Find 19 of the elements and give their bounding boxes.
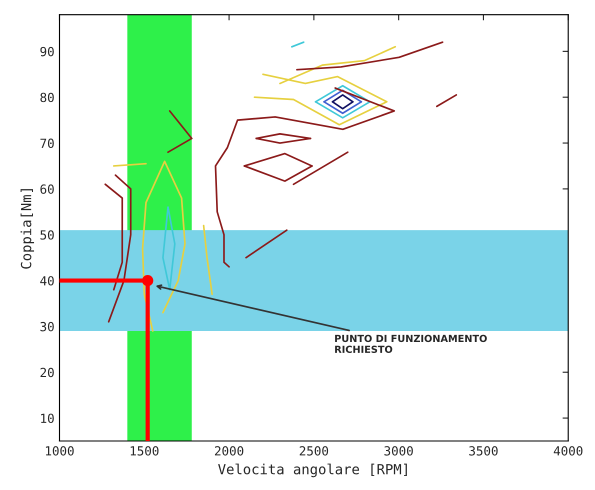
x-axis-title: Velocita angolare [RPM]	[218, 464, 407, 478]
x-tick-label: 2500	[300, 446, 328, 456]
y-tick-label: 10	[41, 414, 54, 424]
y-tick-label: 70	[40, 138, 54, 148]
annotation: PUNTO DI FUNZIONAMENTO RICHIESTO	[335, 334, 487, 354]
y-tick-label: 60	[40, 184, 54, 194]
y-tick-label: 20	[40, 368, 54, 378]
y-axis-title: Coppia[Nm]	[20, 189, 34, 269]
y-tick-label: 80	[40, 92, 54, 102]
x-tick-label: 3000	[384, 446, 413, 456]
x-tick-label: 1000	[46, 446, 74, 456]
y-tick-label: 30	[40, 322, 54, 332]
y-tick-label: 50	[40, 230, 54, 240]
x-tick-label: 1500	[130, 446, 159, 456]
y-tick-label: 90	[40, 46, 54, 56]
x-tick-label: 2000	[214, 446, 244, 456]
y-tick-label: 40	[40, 276, 54, 286]
x-tick-label: 4000	[554, 446, 582, 456]
x-tick-label: 3500	[469, 446, 498, 456]
